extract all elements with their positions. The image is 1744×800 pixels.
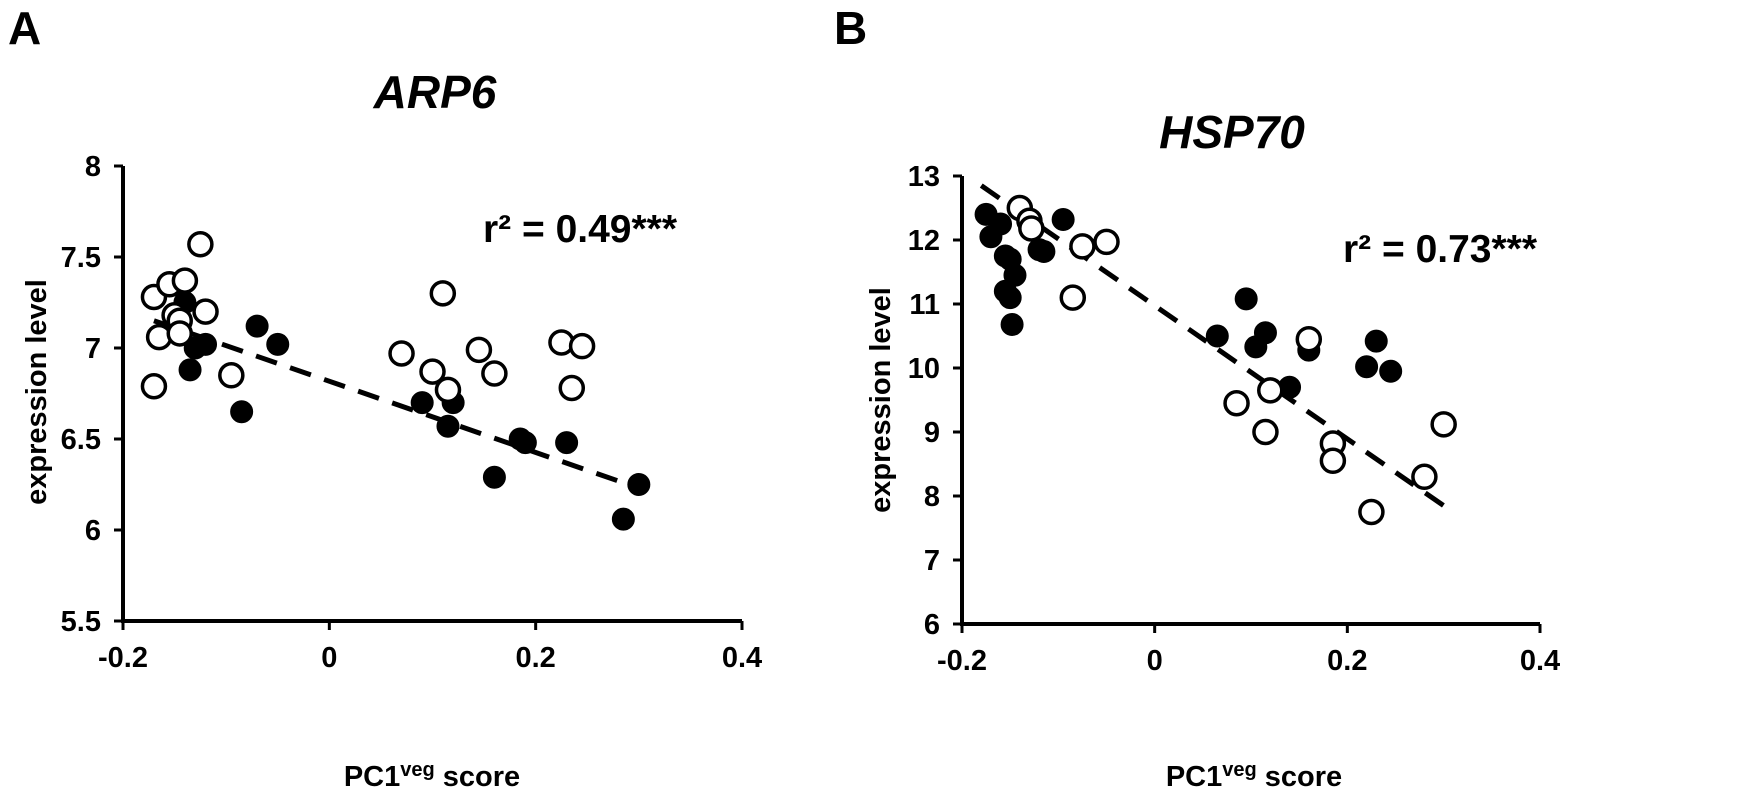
open-point-b — [1319, 447, 1347, 475]
y-tick-label: 8 — [85, 151, 101, 183]
filled-point-a — [410, 391, 434, 415]
open-point-a — [187, 231, 214, 258]
x-tick-label: 0.2 — [516, 642, 556, 674]
open-point-a — [388, 340, 415, 367]
open-point-b — [1358, 498, 1385, 526]
y-tick-label: 6.5 — [61, 424, 101, 456]
panel-b: B HSP70 r² = 0.73*** expression level PC… — [834, 2, 1560, 793]
y-tick-label: 6 — [924, 609, 940, 641]
y-tick-label: 8 — [924, 481, 940, 513]
y-tick-label: 6 — [85, 515, 101, 547]
open-point-a — [192, 298, 219, 325]
axes-b — [953, 174, 1542, 633]
open-point-b — [1223, 389, 1250, 417]
filled-point-b — [1355, 355, 1379, 379]
axes-a — [114, 164, 744, 630]
filled-point-a — [482, 465, 506, 489]
y-tick-label: 5.5 — [61, 606, 101, 638]
x-tick-label: 0.2 — [1327, 645, 1367, 677]
panel-a: A ARP6 r² = 0.49*** expression level PC1… — [8, 2, 762, 793]
tick-labels-b: 6 7 8 9 10 11 12 13 -0.2 0 0.2 0.4 — [908, 161, 1560, 677]
filled-point-a — [178, 358, 202, 382]
open-point-a — [218, 362, 245, 389]
y-tick-label: 12 — [908, 225, 940, 257]
filled-point-a — [194, 332, 218, 356]
open-point-a — [558, 374, 586, 402]
data-points-b — [974, 194, 1457, 526]
open-point-a — [434, 376, 462, 404]
open-point-b — [1093, 228, 1120, 256]
filled-point-b — [1379, 359, 1403, 383]
y-axis-label-a: expression level — [21, 279, 53, 505]
filled-point-a — [513, 431, 537, 455]
open-point-b — [1059, 284, 1087, 311]
x-tick-label: 0 — [321, 642, 337, 674]
panel-letter-b: B — [834, 2, 867, 54]
filled-point-b — [998, 286, 1022, 310]
r-squared-label-b: r² = 0.73*** — [1343, 228, 1538, 271]
filled-point-a — [436, 414, 460, 438]
panel-letter-a: A — [8, 2, 41, 54]
y-tick-label: 11 — [909, 289, 940, 321]
open-point-b — [1430, 411, 1457, 438]
open-point-a — [166, 320, 193, 347]
trendline-a — [153, 318, 630, 487]
filled-point-a — [627, 473, 651, 496]
open-point-b — [1252, 418, 1279, 446]
filled-point-b — [1234, 287, 1258, 311]
chart-title-a: ARP6 — [373, 66, 497, 118]
filled-point-a — [555, 431, 579, 455]
x-axis-label-a: PC1veg score — [344, 759, 520, 793]
open-point-a — [568, 332, 596, 360]
y-tick-label: 7.5 — [61, 242, 101, 274]
open-point-a — [429, 280, 457, 307]
open-point-b — [1295, 325, 1323, 353]
trendline-b — [979, 183, 1446, 508]
open-point-b — [1069, 233, 1096, 260]
x-axis-label-b: PC1veg score — [1166, 759, 1342, 793]
open-point-a — [419, 358, 446, 385]
x-tick-label: 0.4 — [1520, 645, 1560, 677]
trendline-a — [153, 318, 630, 487]
y-tick-label: 7 — [924, 545, 940, 577]
trendline-b — [979, 183, 1446, 508]
x-tick-label: -0.2 — [937, 645, 987, 677]
chart-title-b: HSP70 — [1159, 106, 1305, 158]
filled-point-b — [1364, 329, 1388, 353]
filled-point-b — [1000, 312, 1024, 336]
y-tick-label: 10 — [908, 353, 940, 385]
filled-point-b — [1032, 240, 1056, 264]
open-point-b — [1018, 215, 1045, 242]
open-point-a — [171, 267, 199, 294]
filled-point-b — [1051, 208, 1075, 232]
x-tick-label: -0.2 — [98, 642, 148, 674]
tick-labels-a: 5.5 6 6.5 7 7.5 8 -0.2 0 0.2 0.4 — [61, 151, 762, 674]
y-tick-label: 7 — [85, 333, 101, 365]
r-squared-label-a: r² = 0.49*** — [483, 208, 678, 251]
filled-point-b — [1253, 321, 1277, 345]
data-points-a — [140, 231, 651, 531]
filled-point-a — [266, 332, 290, 356]
filled-point-a — [611, 507, 635, 531]
filled-point-a — [230, 400, 254, 424]
y-axis-label-b: expression level — [865, 287, 897, 513]
open-point-a — [465, 336, 493, 364]
open-point-a — [140, 372, 168, 400]
y-tick-label: 13 — [908, 161, 940, 193]
filled-point-a — [245, 314, 269, 338]
y-tick-label: 9 — [924, 417, 940, 449]
open-point-b — [1411, 463, 1438, 491]
filled-point-b — [1205, 324, 1229, 348]
open-point-a — [481, 360, 508, 387]
filled-point-b — [989, 212, 1013, 236]
filled-point-b — [1003, 263, 1027, 287]
x-tick-label: 0 — [1147, 645, 1163, 677]
open-point-b — [1257, 377, 1284, 404]
x-tick-label: 0.4 — [722, 642, 762, 674]
